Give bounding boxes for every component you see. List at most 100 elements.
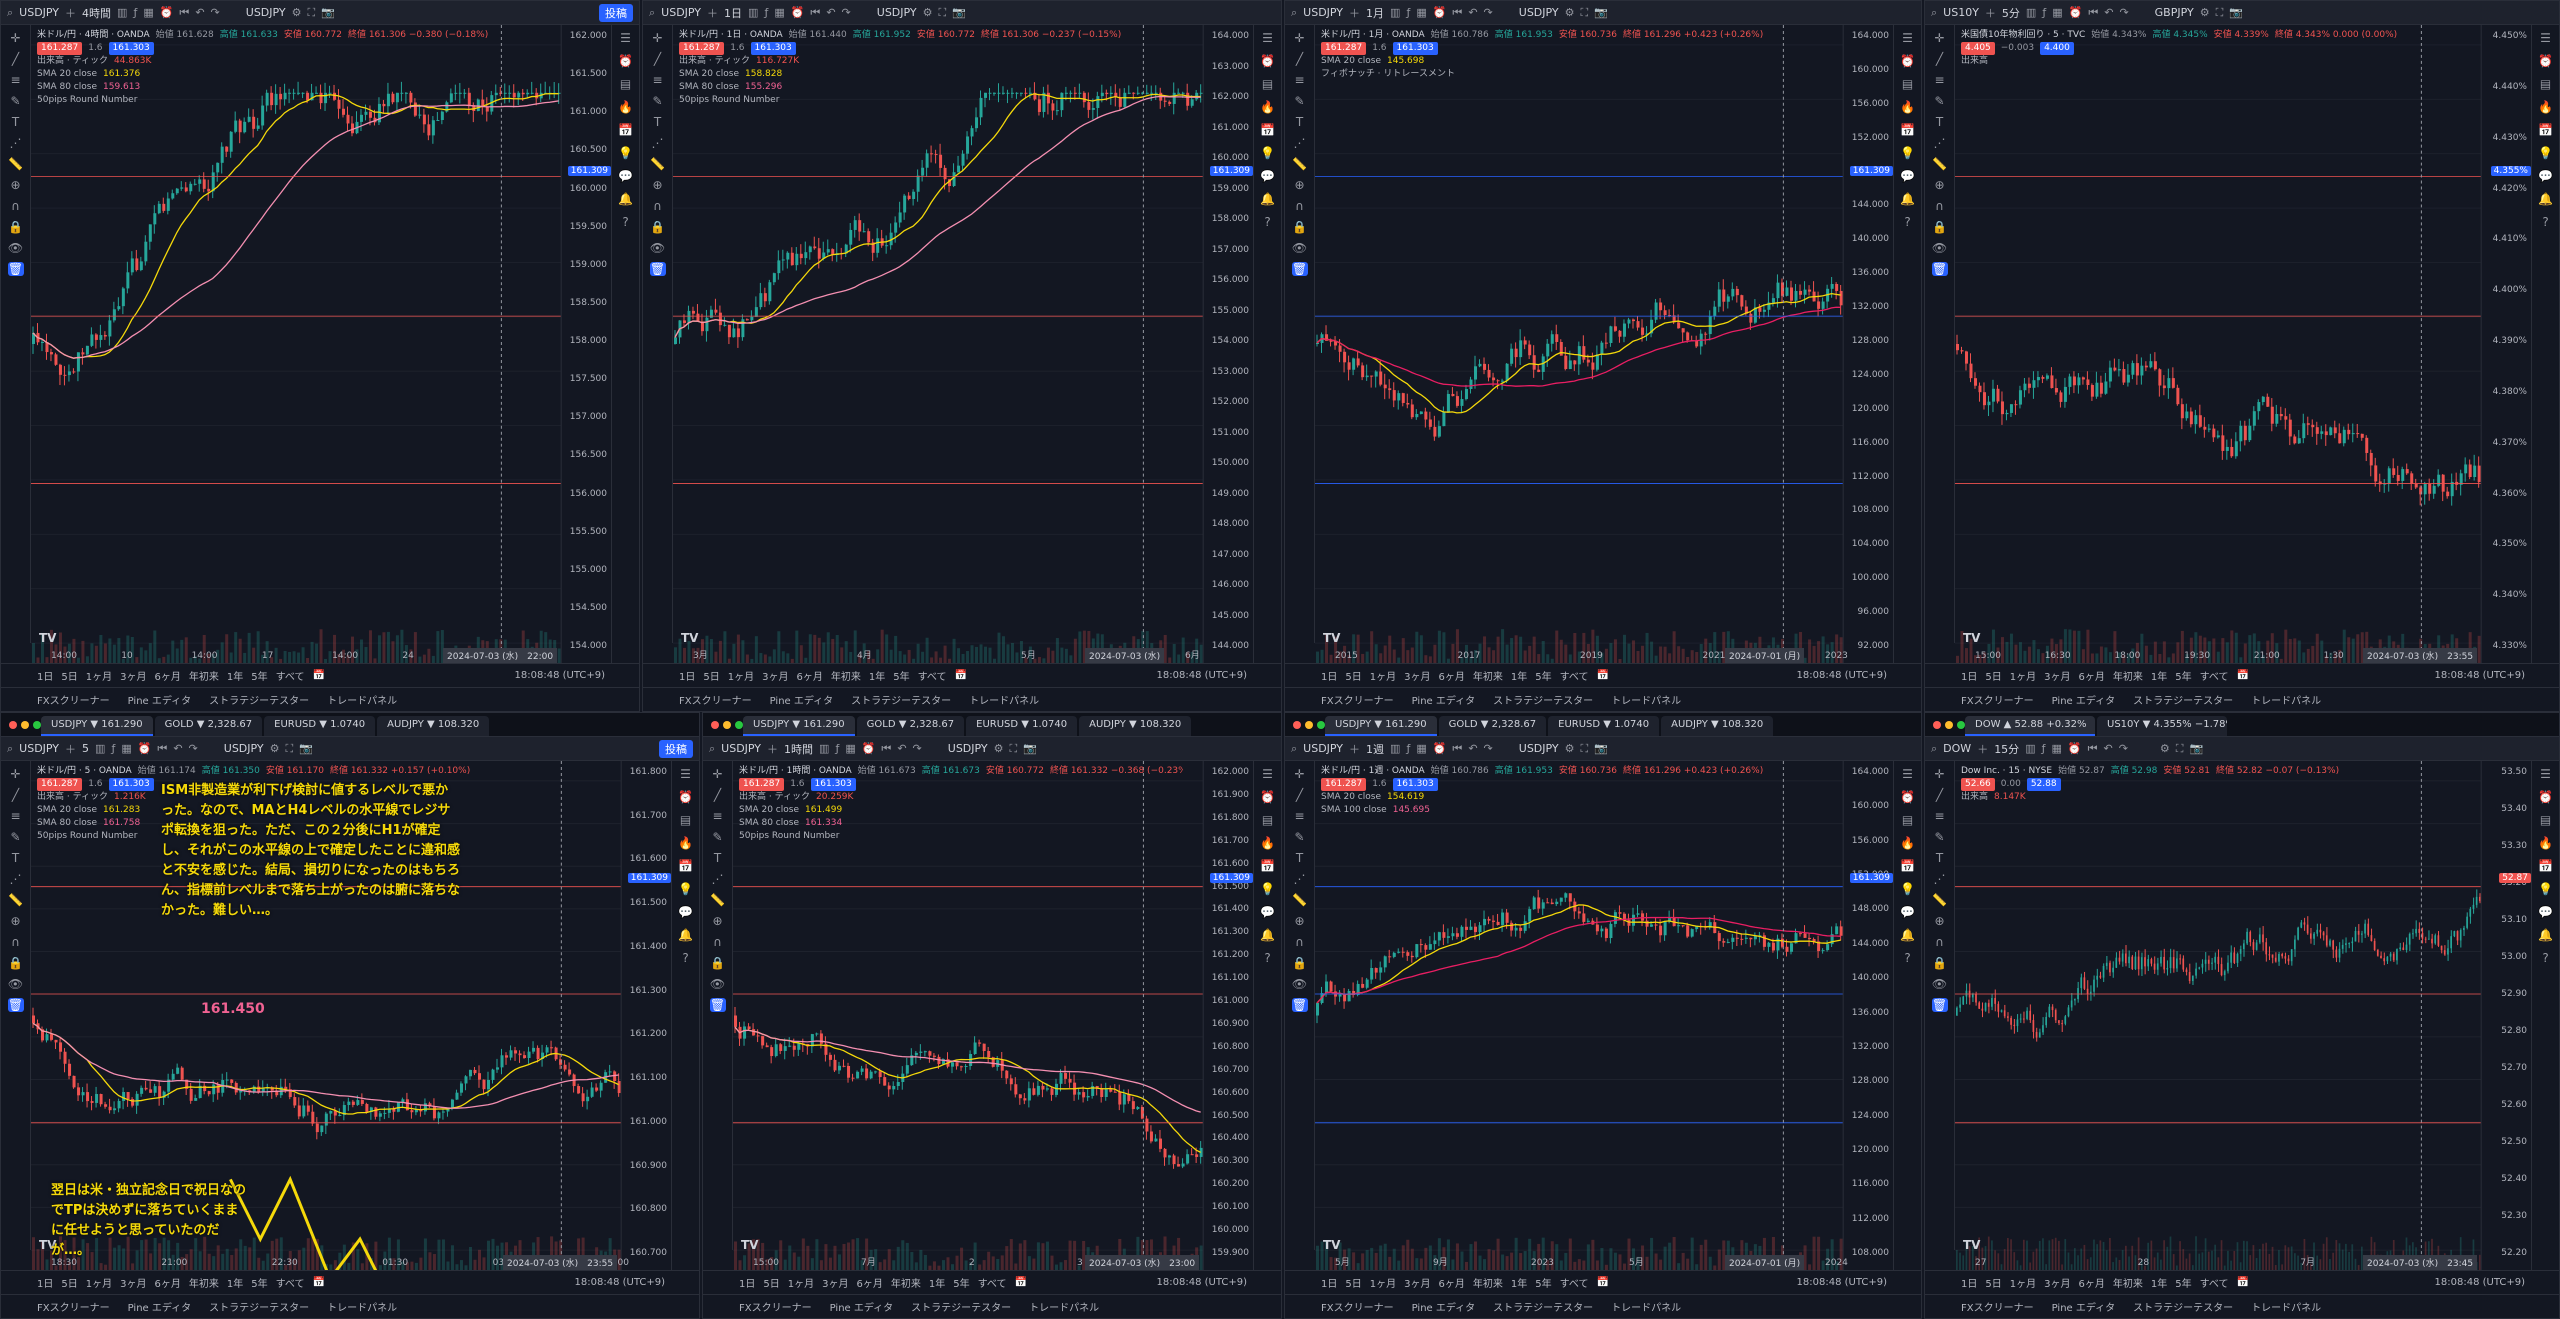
range-button[interactable]: 1日 (1961, 672, 1978, 683)
range-button[interactable]: すべて (1559, 1279, 1589, 1290)
fib-icon[interactable]: ≡ (10, 809, 21, 823)
panel-tab[interactable]: ストラテジーテスター (2133, 696, 2234, 707)
range-button[interactable]: 6ヶ月 (154, 1279, 181, 1290)
chart-area[interactable]: 164.000 163.000 162.000 161.000 160.000 159.0… (673, 25, 1253, 663)
range-button[interactable]: すべて (917, 672, 947, 683)
sell-button[interactable]: 161.287 (679, 42, 725, 55)
panel-tab[interactable]: ストラテジーテスター (1493, 1303, 1594, 1314)
range-button[interactable]: すべて (977, 1279, 1007, 1290)
fib-icon[interactable]: ≡ (712, 809, 723, 823)
panel-tab[interactable]: FXスクリーナー (37, 1303, 110, 1314)
zoom-icon[interactable]: ⊕ (1294, 178, 1305, 192)
calendar-icon[interactable]: 📅 (618, 123, 633, 137)
eye-icon[interactable]: 👁 (1291, 977, 1308, 991)
notifications-icon[interactable]: 🔔 (1260, 928, 1275, 942)
chat-icon[interactable]: 💬 (1900, 905, 1915, 919)
range-button[interactable]: 年初来 (188, 672, 219, 683)
window-tab[interactable]: USDJPY ▼ 161.290 (1325, 716, 1437, 736)
tradingview-logo[interactable]: TV (741, 1238, 759, 1252)
chart-area[interactable]: 162.000 161.500 161.000 160.500 160.000 159.5… (31, 25, 611, 663)
fullscreen-icon[interactable]: ⛶ (2175, 741, 2184, 755)
symbol-search[interactable]: USDJPY (1303, 742, 1344, 755)
clock[interactable]: 18:08:48 (UTC+9) (514, 670, 605, 681)
layout-icon[interactable]: ▦ (121, 742, 132, 755)
window-tab[interactable]: AUDJPY ▼ 108.320 (377, 716, 490, 736)
search-icon[interactable]: ⌕ (1291, 741, 1298, 755)
search-icon[interactable]: ⌕ (709, 741, 716, 755)
tradingview-logo[interactable]: TV (1963, 1238, 1981, 1252)
search-icon[interactable]: ⌕ (1931, 741, 1938, 755)
trendline-icon[interactable]: ╱ (653, 52, 662, 66)
window-tab[interactable]: AUDJPY ▼ 108.320 (1079, 716, 1192, 736)
symbol-title[interactable]: 米ドル/円 · 1月 · OANDA (1321, 30, 1425, 40)
range-button[interactable]: 1ヶ月 (2009, 672, 2037, 683)
brush-icon[interactable]: ✎ (10, 94, 21, 108)
chat-icon[interactable]: 💬 (678, 905, 693, 919)
chart-area[interactable]: 53.5053.4053.3053.2053.1053.0052.9052.80… (1955, 761, 2531, 1270)
window-tab[interactable]: GOLD ▼ 2,328.67 (1438, 716, 1547, 736)
sma1-label[interactable]: SMA 20 close (37, 805, 97, 815)
alerts-icon[interactable]: ⏰ (2538, 54, 2553, 68)
indicator-label[interactable]: フィボナッチ · リトレースメント (1321, 69, 1455, 79)
data-window-icon[interactable]: ▤ (1261, 77, 1274, 91)
ideas-icon[interactable]: 💡 (1900, 882, 1915, 896)
calendar-icon[interactable]: 📅 (1260, 859, 1275, 873)
window-tab[interactable]: GOLD ▼ 2,328.67 (154, 716, 263, 736)
sma1-label[interactable]: SMA 20 close (1321, 792, 1381, 802)
data-window-icon[interactable]: ▤ (1901, 77, 1914, 91)
sell-button[interactable]: 4.405 (1961, 42, 1995, 55)
add-icon[interactable]: ＋ (65, 6, 77, 20)
sma2-label[interactable]: SMA 100 close (1321, 805, 1387, 815)
ideas-icon[interactable]: 💡 (678, 882, 693, 896)
price-chart[interactable] (1315, 25, 1893, 663)
range-button[interactable]: 6ヶ月 (154, 672, 181, 683)
zoom-icon[interactable]: ⊕ (10, 178, 21, 192)
alert-icon[interactable]: ⏰ (2068, 6, 2083, 19)
range-button[interactable]: すべて (2199, 1279, 2229, 1290)
panel-tab[interactable]: トレードパネル (1029, 1303, 1100, 1314)
calendar-icon[interactable]: 📅 (1900, 123, 1915, 137)
alerts-icon[interactable]: ⏰ (1260, 54, 1275, 68)
panel-tab[interactable]: トレードパネル (2251, 696, 2322, 707)
lock-icon[interactable]: 🔒 (1932, 956, 1947, 970)
pattern-icon[interactable]: ⋰ (1933, 872, 1946, 886)
compare-symbol[interactable]: USDJPY (876, 6, 917, 19)
chat-icon[interactable]: 💬 (1900, 169, 1915, 183)
symbol-title[interactable]: 米国債10年物利回り · 5 · TVC (1961, 30, 2086, 40)
panel-tab[interactable]: ストラテジーテスター (1493, 696, 1594, 707)
alerts-icon[interactable]: ⏰ (1900, 790, 1915, 804)
range-button[interactable]: 1ヶ月 (2009, 1279, 2037, 1290)
clock[interactable]: 18:08:48 (UTC+9) (2434, 670, 2525, 681)
redo-icon[interactable]: ↷ (188, 742, 198, 755)
camera-icon[interactable]: 📷 (1594, 6, 1608, 19)
hotlist-icon[interactable]: 🔥 (618, 100, 633, 114)
compare-symbol[interactable]: USDJPY (1518, 742, 1559, 755)
calendar-icon[interactable]: 📅 (2538, 123, 2553, 137)
alert-icon[interactable]: ⏰ (861, 742, 876, 755)
buy-button[interactable]: 52.88 (2026, 778, 2061, 791)
trash-icon[interactable]: 🗑 (1931, 998, 1948, 1012)
range-button[interactable]: 1ヶ月 (1369, 1279, 1397, 1290)
sma1-label[interactable]: SMA 20 close (679, 69, 739, 79)
panel-tab[interactable]: トレードパネル (2251, 1303, 2322, 1314)
ideas-icon[interactable]: 💡 (618, 146, 633, 160)
text-icon[interactable]: T (713, 851, 722, 865)
range-button[interactable]: 3ヶ月 (120, 1279, 147, 1290)
panel-tab[interactable]: Pine エディタ (1411, 696, 1476, 707)
data-window-icon[interactable]: ▤ (2539, 77, 2552, 91)
settings-icon[interactable]: ⚙ (291, 6, 302, 19)
add-icon[interactable]: ＋ (1349, 6, 1361, 20)
notifications-icon[interactable]: 🔔 (1260, 192, 1275, 206)
range-button[interactable]: 1年 (868, 672, 886, 683)
volume-label[interactable]: 出来高 · ティック (679, 56, 751, 66)
publish-button[interactable]: 投稿 (659, 739, 693, 758)
compare-symbol[interactable]: GBPJPY (2154, 6, 2194, 19)
symbol-search[interactable]: USDJPY (19, 742, 60, 755)
interval-select[interactable]: 15分 (1994, 742, 2020, 756)
panel-tab[interactable]: FXスクリーナー (739, 1303, 812, 1314)
range-button[interactable]: 3ヶ月 (2044, 672, 2071, 683)
interval-select[interactable]: 5分 (2001, 6, 2020, 20)
range-button[interactable]: 1ヶ月 (727, 672, 755, 683)
range-button[interactable]: 3ヶ月 (2044, 1279, 2071, 1290)
ruler-icon[interactable]: 📏 (1292, 157, 1307, 171)
